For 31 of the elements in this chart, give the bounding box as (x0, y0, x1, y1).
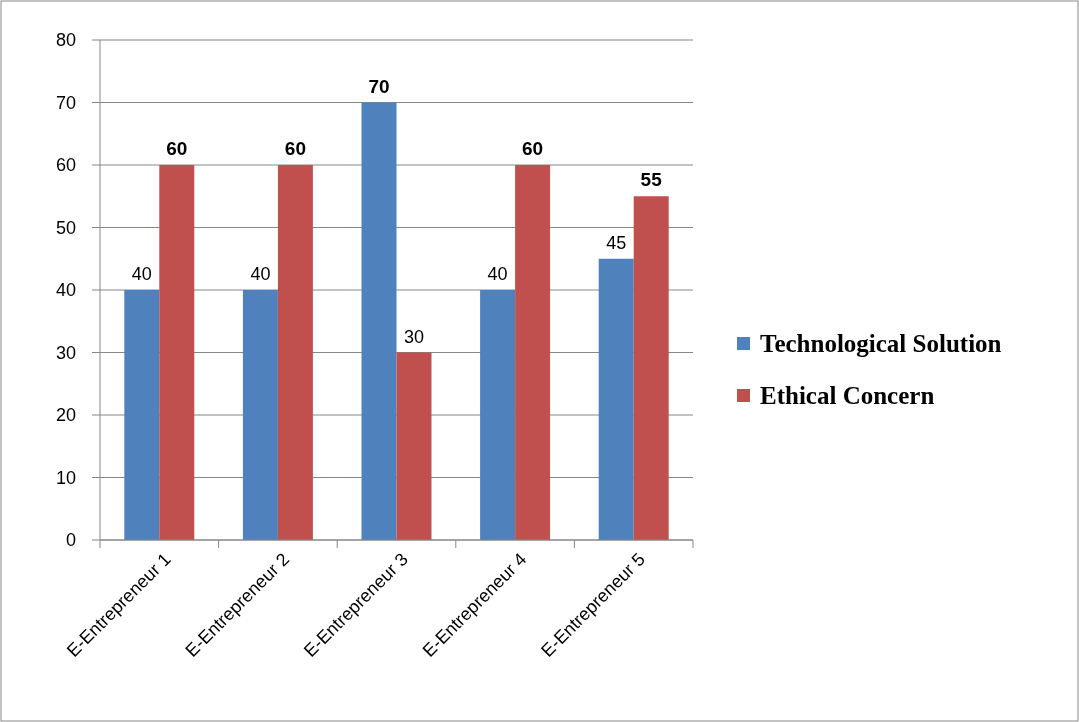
data-label: 55 (640, 169, 663, 191)
y-tick-label: 60 (55, 155, 76, 176)
y-tick-label: 50 (55, 217, 76, 238)
bar (159, 165, 195, 540)
y-tick-label: 0 (65, 530, 76, 551)
y-tick-label: 30 (55, 342, 76, 363)
bar (633, 196, 669, 540)
data-label: 60 (284, 138, 306, 159)
data-label: 45 (606, 232, 627, 253)
y-tick-label: 20 (55, 405, 76, 426)
data-label: 40 (250, 264, 271, 284)
bar (598, 258, 634, 540)
legend-label: Ethical Concern (760, 381, 935, 409)
data-label: 30 (403, 326, 425, 347)
data-label: 70 (368, 75, 390, 97)
y-tick-label: 80 (55, 30, 76, 51)
bar (124, 290, 160, 540)
bar (515, 165, 551, 540)
bar (396, 352, 432, 540)
y-tick-label: 40 (55, 280, 76, 301)
bar (480, 290, 516, 540)
bar (277, 165, 313, 540)
data-label: 40 (131, 264, 152, 284)
legend-label: Technological Solution (760, 329, 1002, 357)
y-tick-label: 70 (55, 92, 76, 113)
data-label: 60 (166, 138, 188, 159)
bar (361, 102, 397, 540)
y-tick-label: 10 (55, 467, 76, 488)
data-label: 40 (487, 264, 508, 284)
bar (242, 290, 278, 540)
data-label: 60 (522, 138, 544, 159)
